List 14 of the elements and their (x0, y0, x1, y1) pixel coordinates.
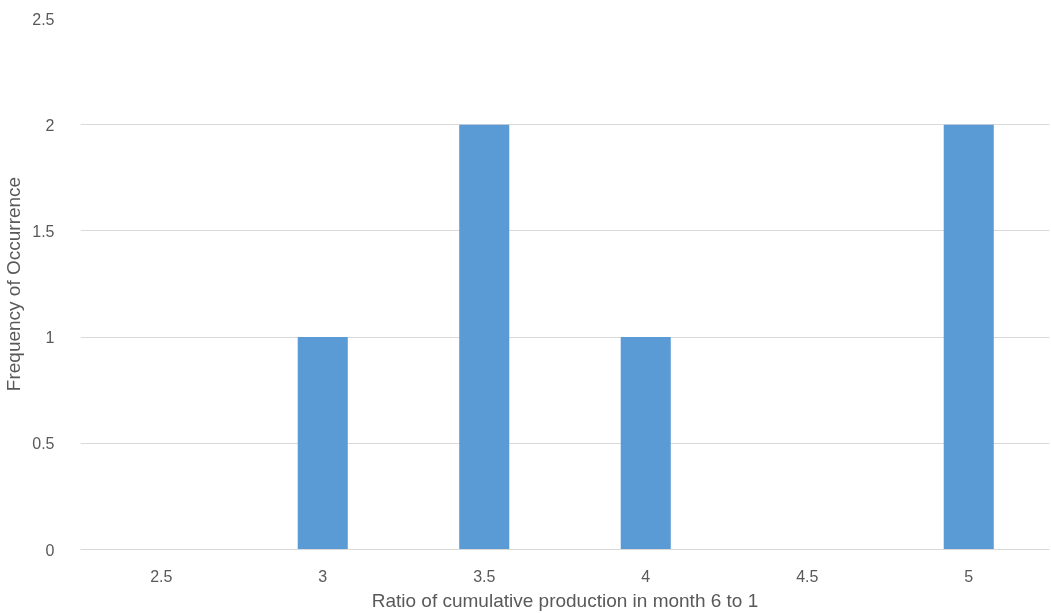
y-tick-label: 1 (45, 329, 55, 347)
y-tick-label: 2.5 (32, 10, 55, 28)
y-tick-label: 1.5 (32, 222, 55, 240)
x-tick-label: 4.5 (796, 567, 819, 585)
x-tick-label: 4 (641, 567, 651, 585)
x-tick-label: 5 (964, 567, 974, 585)
y-tick-label: 2 (45, 116, 55, 134)
y-axis-title: Frequency of Occurrence (3, 176, 25, 392)
x-tick-label: 3 (318, 567, 328, 585)
x-axis-title: Ratio of cumulative production in month 6 to 1 (371, 589, 759, 611)
y-tick-label: 0.5 (32, 435, 55, 453)
x-tick-label: 3.5 (473, 567, 496, 585)
y-tick-label: 0 (45, 541, 55, 559)
x-tick-label: 2.5 (150, 567, 173, 585)
